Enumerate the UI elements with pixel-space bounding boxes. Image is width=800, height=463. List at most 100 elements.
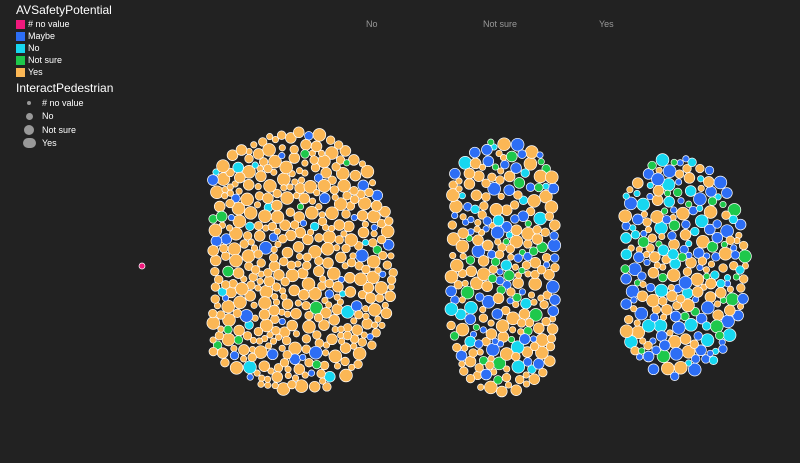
bubble-point <box>550 253 560 263</box>
bubble-point <box>235 144 248 156</box>
bubble-point <box>259 285 274 299</box>
bubble-point <box>225 224 234 232</box>
bubble-point <box>633 319 641 327</box>
bubble-point <box>651 345 661 355</box>
bubble-point <box>232 214 247 229</box>
bubble-point <box>738 240 749 251</box>
bubble-point <box>630 346 640 356</box>
bubble-point <box>492 292 505 305</box>
bubble-point <box>316 369 326 379</box>
bubble-point <box>362 305 370 313</box>
bubble-point <box>619 324 634 338</box>
bubble-point <box>532 225 542 235</box>
bubble-point <box>524 220 532 228</box>
bubble-point <box>477 255 490 267</box>
color-swatch <box>16 43 25 53</box>
bubble-point <box>319 275 327 283</box>
bubble-point <box>340 356 350 367</box>
bubble-point <box>370 200 383 212</box>
bubble-point <box>266 133 274 141</box>
bubble-point <box>518 267 526 275</box>
bubble-point <box>478 355 489 366</box>
bubble-point <box>509 326 517 334</box>
bubble-point <box>474 219 482 227</box>
bubble-point <box>695 163 705 174</box>
bubble-point <box>271 382 279 390</box>
bubble-point <box>620 273 632 285</box>
bubble-point <box>527 194 541 208</box>
bubble-point <box>730 244 738 252</box>
bubble-point <box>641 318 656 333</box>
bubble-point <box>455 177 463 185</box>
bubble-point <box>633 251 645 264</box>
bubble-point <box>654 283 669 298</box>
bubble-point <box>253 345 268 359</box>
bubble-point <box>497 192 505 200</box>
bubble-point <box>523 357 533 367</box>
bubble-point <box>676 159 684 167</box>
bubble-point <box>513 190 523 200</box>
bubble-point <box>455 185 463 193</box>
bubble-point <box>315 203 323 211</box>
bubble-point <box>524 318 535 328</box>
bubble-point <box>511 351 521 362</box>
bubble-point <box>507 253 515 261</box>
color-swatch <box>16 55 25 65</box>
bubble-point <box>320 307 332 319</box>
bubble-point <box>457 227 469 239</box>
bubble-point <box>368 303 382 317</box>
bubble-point <box>368 238 378 248</box>
bubble-point <box>339 145 352 157</box>
bubble-point <box>701 321 712 331</box>
bubble-point <box>263 268 273 278</box>
bubble-point <box>663 189 672 197</box>
bubble-point <box>468 348 478 358</box>
bubble-point <box>371 328 381 338</box>
bubble-point <box>485 328 498 340</box>
bubble-point <box>267 367 275 375</box>
bubble-point <box>300 139 312 151</box>
bubble-point <box>632 213 644 226</box>
bubble-point <box>264 381 272 389</box>
bubble-point <box>253 326 264 337</box>
bubble-point <box>697 184 705 192</box>
bubble-point <box>472 323 480 331</box>
bubble-point <box>286 319 298 332</box>
bubble-point <box>225 198 235 209</box>
bubble-point <box>620 232 632 244</box>
bubble-point <box>271 136 279 144</box>
bubble-point <box>309 221 320 232</box>
bubble-point <box>517 328 525 336</box>
bubble-point <box>340 305 355 319</box>
bubble-point <box>470 189 483 202</box>
bubble-point <box>479 306 487 314</box>
bubble-point <box>271 199 283 212</box>
bubble-point <box>333 197 348 211</box>
bubble-point <box>322 223 330 232</box>
bubble-point <box>670 206 678 214</box>
bubble-point <box>349 169 362 182</box>
bubble-point <box>458 360 466 368</box>
bubble-point <box>666 268 681 282</box>
bubble-point <box>304 131 314 141</box>
bubble-point <box>477 210 487 220</box>
bubble-point <box>469 157 482 170</box>
bubble-point <box>312 128 327 142</box>
bubble-point <box>499 154 508 162</box>
bubble-point <box>728 214 738 225</box>
bubble-point <box>537 294 545 302</box>
bubble-point <box>535 345 549 360</box>
bubble-point <box>662 164 677 178</box>
bubble-point <box>721 210 731 220</box>
bubble-point <box>280 191 294 205</box>
bubble-point <box>328 224 336 233</box>
bubble-point <box>322 230 337 244</box>
bubble-point <box>384 290 396 303</box>
bubble-point <box>210 235 223 247</box>
bubble-point <box>506 297 514 305</box>
bubble-point <box>333 244 341 252</box>
bubble-point <box>550 262 560 273</box>
bubble-point <box>450 258 464 273</box>
bubble-point <box>292 330 300 338</box>
bubble-point <box>547 305 559 317</box>
